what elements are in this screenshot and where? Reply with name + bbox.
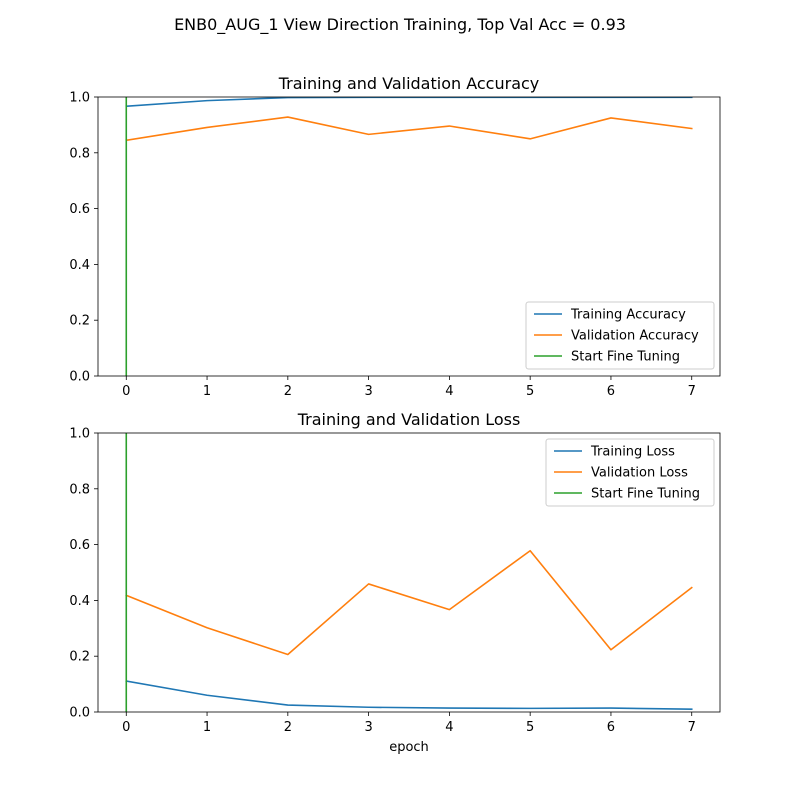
loss-ytick-label-0-0: 0.0 xyxy=(69,706,90,721)
figure-suptitle: ENB0_AUG_1 View Direction Training, Top … xyxy=(174,15,626,35)
accuracy-legend-label-validation-accuracy: Validation Accuracy xyxy=(571,329,699,344)
loss-legend-label-training-loss: Training Loss xyxy=(590,445,675,460)
loss-title: Training and Validation Loss xyxy=(297,410,521,429)
loss-xtick-label-7: 7 xyxy=(688,720,696,735)
accuracy-legend-label-start-fine-tuning: Start Fine Tuning xyxy=(571,350,680,365)
accuracy-legend-label-training-accuracy: Training Accuracy xyxy=(570,308,686,323)
loss-xtick-label-6: 6 xyxy=(607,720,615,735)
accuracy-ytick-label-0-8: 0.8 xyxy=(69,146,90,161)
loss-legend-label-start-fine-tuning: Start Fine Tuning xyxy=(591,487,700,502)
accuracy-xtick-label-6: 6 xyxy=(607,384,615,399)
accuracy-xtick-label-0: 0 xyxy=(122,384,130,399)
loss-legend-box xyxy=(545,438,715,507)
accuracy-ytick-label-1-0: 1.0 xyxy=(69,91,90,106)
loss-xtick-label-1: 1 xyxy=(203,720,211,735)
loss-xtick-label-5: 5 xyxy=(526,720,534,735)
accuracy-ytick-label-0-6: 0.6 xyxy=(69,202,90,217)
loss-ytick-label-0-8: 0.8 xyxy=(69,482,90,497)
accuracy-ytick-label-0-0: 0.0 xyxy=(69,370,90,385)
loss-xtick-label-4: 4 xyxy=(445,720,453,735)
accuracy-xtick-label-4: 4 xyxy=(445,384,453,399)
accuracy-xtick-label-1: 1 xyxy=(203,384,211,399)
loss-xtick-label-2: 2 xyxy=(284,720,292,735)
accuracy-title: Training and Validation Accuracy xyxy=(278,74,540,93)
accuracy-legend: Training Accuracy Validation Accuracy Star… xyxy=(525,301,715,370)
training-accuracy-line xyxy=(125,97,693,108)
validation-loss-line xyxy=(125,549,693,656)
loss-ytick-label-0-2: 0.2 xyxy=(69,650,90,665)
loss-xlabel: epoch xyxy=(389,740,429,755)
accuracy-ytick-label-0-4: 0.4 xyxy=(69,258,90,273)
loss-xtick-label-3: 3 xyxy=(364,720,372,735)
training-loss-line xyxy=(125,680,693,711)
loss-legend: Training Loss Validation Loss Start Fine T… xyxy=(545,438,715,507)
loss-legend-label-validation-loss: Validation Loss xyxy=(591,466,688,481)
loss-subplot: Training and Validation Loss 0 1 2 3 4 5 6 7 0.0 0… xyxy=(69,410,721,755)
loss-ytick-label-0-6: 0.6 xyxy=(69,538,90,553)
loss-xtick-label-0: 0 xyxy=(122,720,130,735)
accuracy-xtick-label-2: 2 xyxy=(284,384,292,399)
accuracy-xtick-label-3: 3 xyxy=(364,384,372,399)
loss-plot-area xyxy=(125,433,693,712)
accuracy-subplot: Training and Validation Accuracy 0 1 2 3 4 5 6 7… xyxy=(69,74,721,399)
accuracy-ytick-label-0-2: 0.2 xyxy=(69,314,90,329)
accuracy-legend-box xyxy=(525,301,715,370)
loss-ytick-label-1-0: 1.0 xyxy=(69,427,90,442)
accuracy-xtick-label-7: 7 xyxy=(688,384,696,399)
accuracy-xtick-label-5: 5 xyxy=(526,384,534,399)
loss-axes-frame xyxy=(97,432,721,713)
accuracy-axes-frame xyxy=(97,96,721,377)
loss-ytick-label-0-4: 0.4 xyxy=(69,594,90,609)
validation-accuracy-line xyxy=(125,116,693,142)
